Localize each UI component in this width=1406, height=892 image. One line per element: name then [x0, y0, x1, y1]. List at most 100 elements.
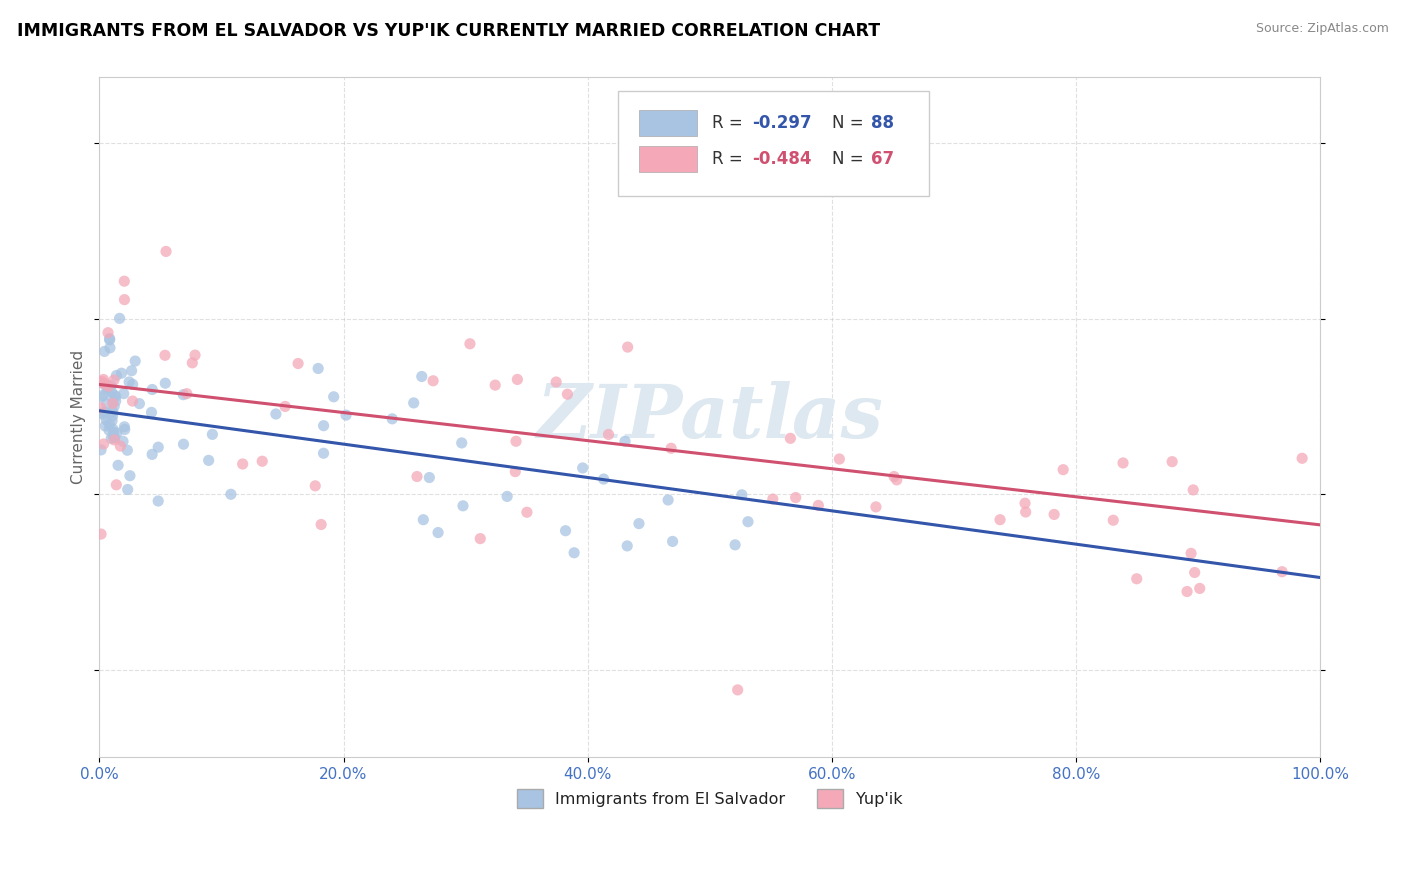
Point [96, 397, 118, 411]
Point [484, 378, 506, 392]
Point [828, 452, 851, 467]
Point [427, 525, 450, 540]
Point [988, 513, 1011, 527]
Point [661, 534, 683, 549]
Point [1184, 566, 1206, 580]
Point [155, 376, 177, 391]
Point [93, 408, 115, 422]
Point [496, 490, 519, 504]
Point [173, 437, 195, 451]
Point [141, 405, 163, 419]
Point [264, 407, 287, 421]
Point [104, 394, 127, 409]
Point [98, 341, 121, 355]
Point [121, 364, 143, 378]
Point [731, 488, 754, 502]
Point [97, 326, 120, 340]
Point [96, 382, 118, 396]
Point [1291, 451, 1313, 466]
Point [118, 468, 141, 483]
Point [98, 417, 121, 432]
Point [312, 446, 335, 460]
Point [121, 377, 143, 392]
Point [90, 442, 112, 457]
Point [94, 419, 117, 434]
Point [90, 390, 112, 404]
Point [117, 443, 139, 458]
Point [103, 373, 125, 387]
Point [201, 427, 224, 442]
Point [100, 431, 122, 445]
Point [110, 366, 132, 380]
Point [1112, 456, 1135, 470]
Point [148, 494, 170, 508]
Point [506, 372, 529, 386]
Point [422, 374, 444, 388]
Point [90, 527, 112, 541]
Point [114, 293, 136, 307]
Point [724, 538, 747, 552]
Point [107, 458, 129, 473]
Point [785, 491, 807, 505]
Point [141, 383, 163, 397]
Point [381, 412, 404, 426]
Point [172, 387, 194, 401]
Point [1102, 513, 1125, 527]
Point [105, 477, 128, 491]
Point [111, 434, 134, 449]
Point [104, 431, 127, 445]
FancyBboxPatch shape [638, 110, 697, 136]
Point [883, 469, 905, 483]
Point [93, 344, 115, 359]
Point [91, 375, 114, 389]
Point [94, 376, 117, 391]
Point [89, 406, 111, 420]
Point [1271, 565, 1294, 579]
Point [112, 419, 135, 434]
Point [103, 430, 125, 444]
Point [762, 491, 785, 506]
Point [614, 434, 637, 449]
Text: -0.297: -0.297 [752, 114, 813, 132]
Point [779, 431, 801, 445]
Text: R =: R = [711, 114, 748, 132]
Point [1182, 483, 1205, 497]
Point [101, 414, 124, 428]
Point [89, 375, 111, 389]
Point [124, 354, 146, 368]
Point [232, 457, 254, 471]
Text: N =: N = [832, 150, 869, 168]
Text: R =: R = [711, 150, 748, 168]
Point [571, 461, 593, 475]
Point [101, 396, 124, 410]
Point [1125, 572, 1147, 586]
Point [108, 311, 131, 326]
Text: ZIPatlas: ZIPatlas [536, 381, 883, 454]
Point [93, 437, 115, 451]
Point [470, 532, 492, 546]
Point [128, 396, 150, 410]
Point [865, 500, 887, 514]
Point [105, 368, 128, 383]
Point [117, 483, 139, 497]
Point [100, 390, 122, 404]
Point [91, 388, 114, 402]
Point [458, 336, 481, 351]
Point [153, 348, 176, 362]
Point [274, 400, 297, 414]
Text: Source: ZipAtlas.com: Source: ZipAtlas.com [1256, 22, 1389, 36]
Point [104, 388, 127, 402]
Point [616, 340, 638, 354]
Point [554, 524, 576, 538]
Point [287, 357, 309, 371]
Point [90, 376, 112, 390]
Legend: Immigrants from El Salvador, Yup'ik: Immigrants from El Salvador, Yup'ik [510, 782, 908, 814]
Point [557, 387, 579, 401]
Point [450, 436, 472, 450]
Point [505, 434, 527, 449]
Point [312, 418, 335, 433]
Point [657, 493, 679, 508]
Point [181, 356, 204, 370]
Point [114, 423, 136, 437]
Point [252, 454, 274, 468]
